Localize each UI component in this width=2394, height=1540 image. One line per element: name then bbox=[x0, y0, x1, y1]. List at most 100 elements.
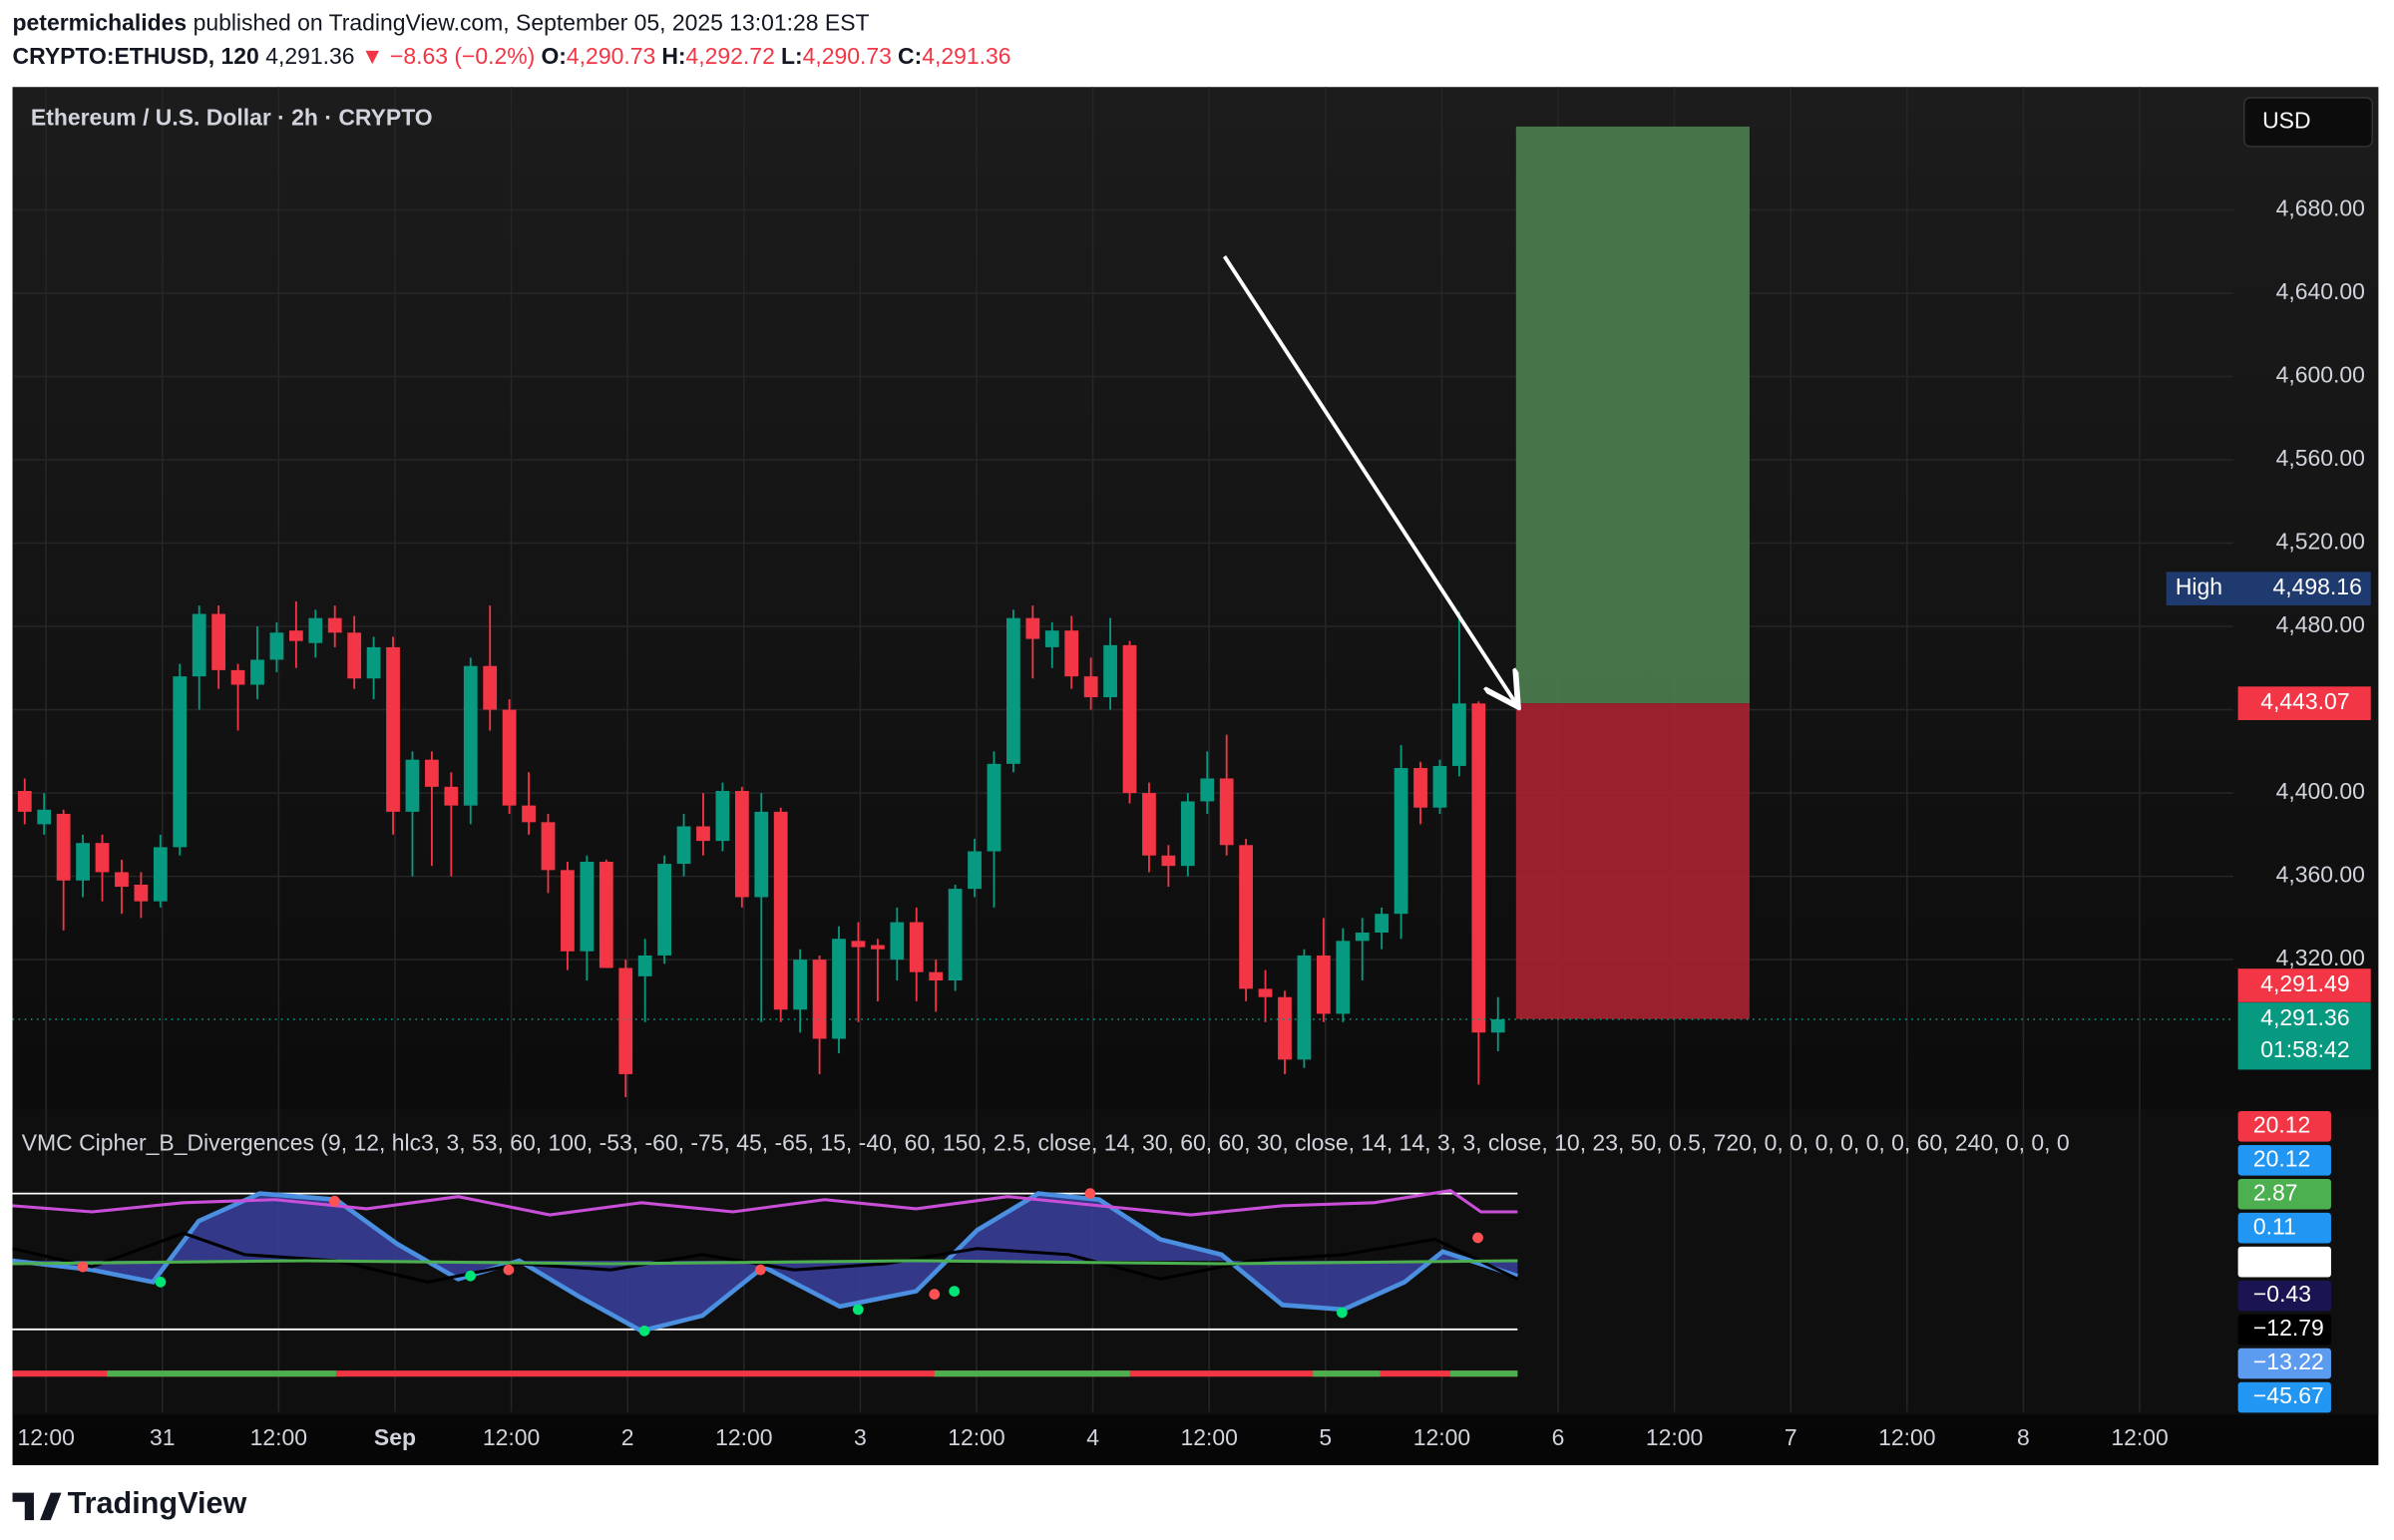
currency: USD bbox=[2262, 107, 2310, 133]
candle-body bbox=[405, 759, 420, 812]
x-tick-label: 8 bbox=[2017, 1424, 2030, 1450]
y-tick-label: 4,520.00 bbox=[2276, 529, 2365, 555]
signal-bar bbox=[1313, 1370, 1381, 1377]
dot bbox=[1337, 1307, 1348, 1319]
candle-body bbox=[211, 613, 226, 670]
y-tick-label: 4,640.00 bbox=[2276, 278, 2365, 304]
candle-body bbox=[192, 613, 206, 677]
signal-bar bbox=[107, 1370, 336, 1377]
candle-body bbox=[715, 790, 730, 842]
candle-body bbox=[327, 617, 342, 633]
candle-body bbox=[541, 822, 556, 871]
candle-body bbox=[676, 826, 691, 865]
readout-bg bbox=[2237, 1348, 2331, 1379]
candle-body bbox=[1278, 996, 1292, 1060]
candle-body bbox=[1375, 914, 1390, 933]
logo: TradingView bbox=[12, 1486, 246, 1521]
ohlc-value: 4,292.72 bbox=[686, 43, 775, 69]
candle-body bbox=[1083, 676, 1098, 698]
arrow bbox=[1222, 255, 1516, 703]
candle-body bbox=[386, 646, 400, 812]
candle-body bbox=[1219, 778, 1234, 846]
dot bbox=[465, 1270, 476, 1282]
candle-body bbox=[444, 786, 459, 806]
price-label: 4,291.49 bbox=[2260, 970, 2349, 996]
y-tick-label: 4,320.00 bbox=[2276, 945, 2365, 970]
x-tick-label: 12:00 bbox=[715, 1424, 772, 1450]
candle-body bbox=[1297, 955, 1312, 1060]
candle-body bbox=[580, 861, 595, 952]
candle-body bbox=[115, 872, 129, 888]
ohlc-key: L: bbox=[781, 43, 803, 69]
candle-body bbox=[1316, 955, 1331, 1014]
readout-bg bbox=[2237, 1178, 2331, 1210]
y-tick-label: 4,480.00 bbox=[2276, 611, 2365, 637]
candle-body bbox=[1200, 778, 1215, 802]
signal-bar bbox=[934, 1370, 1130, 1377]
candle-body bbox=[483, 665, 498, 710]
candle-body bbox=[76, 843, 90, 881]
readout: −0.43 bbox=[2253, 1281, 2311, 1307]
currency-button[interactable] bbox=[2242, 97, 2374, 148]
ohlc-key: C: bbox=[898, 43, 922, 69]
readout: 20.12 bbox=[2253, 1111, 2310, 1137]
stop-zone bbox=[1515, 703, 1750, 1019]
candle-body bbox=[657, 864, 671, 956]
candle-body bbox=[1258, 988, 1273, 997]
candle-body bbox=[522, 805, 536, 823]
candle-body bbox=[832, 939, 846, 1039]
readout-bg bbox=[2237, 1144, 2331, 1176]
dot bbox=[77, 1261, 89, 1273]
dot bbox=[155, 1277, 167, 1288]
y-tick-label: 4,600.00 bbox=[2276, 362, 2365, 388]
candle-body bbox=[909, 922, 924, 972]
candle-body bbox=[1142, 793, 1156, 856]
x-tick-label: 12:00 bbox=[1413, 1424, 1470, 1450]
candle-body bbox=[1336, 941, 1351, 1014]
dot bbox=[949, 1286, 961, 1297]
readout-bg bbox=[2237, 1314, 2331, 1346]
candle-body bbox=[561, 870, 575, 952]
price-label-bg bbox=[2237, 968, 2371, 1002]
x-tick-label: 7 bbox=[1785, 1424, 1797, 1450]
readout: 0.11 bbox=[2253, 1213, 2296, 1239]
x-tick-label: 12:00 bbox=[17, 1424, 74, 1450]
candle-body bbox=[773, 811, 788, 1010]
dot bbox=[1084, 1188, 1096, 1199]
candle-body bbox=[56, 813, 71, 881]
candle-body bbox=[1432, 765, 1447, 808]
candle-body bbox=[1180, 801, 1195, 867]
signal-bar bbox=[1450, 1370, 1518, 1377]
ohlc-key: O: bbox=[541, 43, 566, 69]
readout: −12.79 bbox=[2253, 1315, 2324, 1341]
signal-bar bbox=[12, 1370, 1518, 1377]
candle-body bbox=[870, 945, 885, 950]
y-tick-label: 4,560.00 bbox=[2276, 445, 2365, 471]
ohlc-value: 4,290.73 bbox=[567, 43, 655, 69]
indicator-title: VMC Cipher_B_Divergences (9, 12, hlc3, 3… bbox=[22, 1130, 2070, 1156]
dot bbox=[503, 1264, 515, 1276]
candle-body bbox=[1103, 644, 1117, 698]
candle-body bbox=[1064, 630, 1079, 677]
zero-line bbox=[12, 1259, 1518, 1266]
high-value: 4,498.16 bbox=[2273, 574, 2362, 599]
dot bbox=[852, 1304, 864, 1316]
candle-body bbox=[366, 646, 381, 679]
candle-body bbox=[1044, 630, 1059, 647]
candle-body bbox=[812, 960, 827, 1039]
target-zone bbox=[1515, 126, 1750, 704]
candle-body bbox=[308, 617, 323, 643]
high-bg bbox=[2166, 572, 2371, 605]
y-tick-label: 4,680.00 bbox=[2276, 194, 2365, 220]
x-tick-label: 12:00 bbox=[1180, 1424, 1237, 1450]
readout: −45.67 bbox=[2253, 1382, 2324, 1408]
readout-bg bbox=[2237, 1246, 2331, 1278]
price-label-bg bbox=[2237, 1002, 2371, 1070]
x-tick-label: 3 bbox=[854, 1424, 867, 1450]
price-label: 4,291.36 bbox=[2260, 1004, 2349, 1030]
candle-body bbox=[1122, 644, 1137, 794]
x-tick-label: 12:00 bbox=[483, 1424, 540, 1450]
high-text: High bbox=[2176, 574, 2222, 599]
candle-body bbox=[502, 709, 517, 806]
